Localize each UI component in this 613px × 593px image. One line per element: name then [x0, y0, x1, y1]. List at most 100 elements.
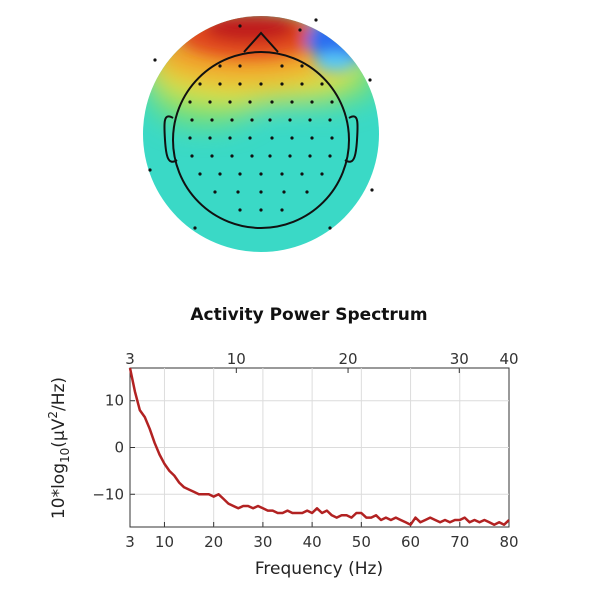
head-outline: [163, 31, 359, 229]
grid-lines: [130, 368, 509, 527]
electrode-dot: [238, 24, 242, 28]
electrode-dot: [230, 118, 234, 122]
electrode-dot: [198, 172, 202, 176]
electrode-dot: [238, 208, 242, 212]
electrode-dot: [218, 64, 222, 68]
electrode-dot: [368, 78, 372, 82]
electrode-markers: [148, 18, 374, 230]
electrode-dot: [213, 190, 217, 194]
electrode-dot: [259, 172, 263, 176]
electrode-dot: [300, 172, 304, 176]
x-tick-label-top: 3: [125, 350, 135, 368]
electrode-dot: [328, 154, 332, 158]
y-axis-label-superscript: 2: [46, 411, 60, 419]
x-tick-label-bottom: 3: [125, 533, 135, 551]
electrode-dot: [328, 226, 332, 230]
topography-color-field: [143, 16, 379, 252]
electrode-dot: [208, 100, 212, 104]
electrode-dot: [248, 100, 252, 104]
x-tick-label-bottom: 80: [499, 533, 518, 551]
y-axis-label: 10*log10(μV2/Hz): [46, 377, 72, 519]
y-axis-label-part: /Hz): [49, 377, 69, 411]
electrode-dot: [268, 154, 272, 158]
electrode-dot: [238, 64, 242, 68]
electrode-dot: [270, 136, 274, 140]
electrode-dot: [320, 172, 324, 176]
electrode-dot: [148, 168, 152, 172]
electrode-dot: [238, 172, 242, 176]
electrode-dot: [248, 136, 252, 140]
electrode-dot: [282, 190, 286, 194]
x-tick-label-top: 20: [339, 350, 358, 368]
electrode-dot: [190, 118, 194, 122]
electrode-dot: [330, 136, 334, 140]
electrode-dot: [268, 118, 272, 122]
electrode-dot: [298, 28, 302, 32]
x-tick-label-bottom: 40: [303, 533, 322, 551]
x-tick-label-bottom: 30: [253, 533, 272, 551]
electrode-dot: [218, 82, 222, 86]
electrode-dot: [280, 172, 284, 176]
y-tick-label: 10: [105, 392, 124, 410]
x-tick-label-bottom: 10: [155, 533, 174, 551]
electrode-dot: [300, 64, 304, 68]
x-tick-label-bottom: 50: [352, 533, 371, 551]
electrode-dot: [305, 190, 309, 194]
electrode-dot: [193, 226, 197, 230]
x-tick-label-top: 10: [227, 350, 246, 368]
electrode-dot: [280, 64, 284, 68]
spectrum-line: [128, 367, 510, 526]
electrode-dot: [314, 18, 318, 22]
electrode-dot: [250, 118, 254, 122]
scalp-topography-map: [143, 16, 379, 252]
axis-ticks: 3 10 20 30 40 50 60 70 80 10 0 −10 3 10 20 30 40: [92, 350, 518, 551]
electrode-dot: [153, 58, 157, 62]
electrode-dot: [320, 82, 324, 86]
electrode-dot: [330, 100, 334, 104]
electrode-dot: [208, 136, 212, 140]
electrode-dot: [308, 154, 312, 158]
electrode-dot: [228, 100, 232, 104]
svg-text:10*log10(μV2/Hz): 10*log10(μV2/Hz): [46, 377, 72, 519]
electrode-dot: [250, 154, 254, 158]
electrode-dot: [198, 82, 202, 86]
x-axis-label: Frequency (Hz): [255, 559, 383, 579]
electrode-dot: [270, 100, 274, 104]
electrode-dot: [188, 136, 192, 140]
electrode-dot: [288, 154, 292, 158]
y-axis-label-subscript: 10: [58, 448, 72, 463]
electrode-dot: [190, 154, 194, 158]
x-tick-label-bottom: 60: [401, 533, 420, 551]
electrode-dot: [300, 82, 304, 86]
electrode-dot: [259, 208, 263, 212]
x-tick-label-top: 40: [499, 350, 518, 368]
electrode-dot: [310, 100, 314, 104]
electrode-dot: [290, 136, 294, 140]
electrode-dot: [370, 188, 374, 192]
chart-title: Activity Power Spectrum: [190, 305, 427, 325]
electrode-dot: [210, 118, 214, 122]
power-spectrum-chart: Activity Power Spectrum 3 10 20 30 40 50 60 70 8…: [46, 305, 519, 579]
electrode-dot: [230, 154, 234, 158]
y-axis-label-part: 10*log: [49, 463, 69, 519]
electrode-dot: [280, 208, 284, 212]
electrode-dot: [210, 154, 214, 158]
electrode-dot: [236, 190, 240, 194]
y-tick-label: −10: [92, 485, 124, 503]
electrode-dot: [310, 136, 314, 140]
electrode-dot: [259, 82, 263, 86]
electrode-dot: [238, 82, 242, 86]
electrode-dot: [290, 100, 294, 104]
x-tick-label-top: 30: [450, 350, 469, 368]
electrode-dot: [308, 118, 312, 122]
y-axis-label-part: (μV: [49, 418, 69, 447]
electrode-dot: [288, 118, 292, 122]
y-tick-label: 0: [114, 439, 124, 457]
electrode-dot: [259, 190, 263, 194]
electrode-dot: [188, 100, 192, 104]
electrode-dot: [280, 82, 284, 86]
electrode-dot: [228, 136, 232, 140]
x-tick-label-bottom: 20: [204, 533, 223, 551]
x-tick-label-bottom: 70: [450, 533, 469, 551]
